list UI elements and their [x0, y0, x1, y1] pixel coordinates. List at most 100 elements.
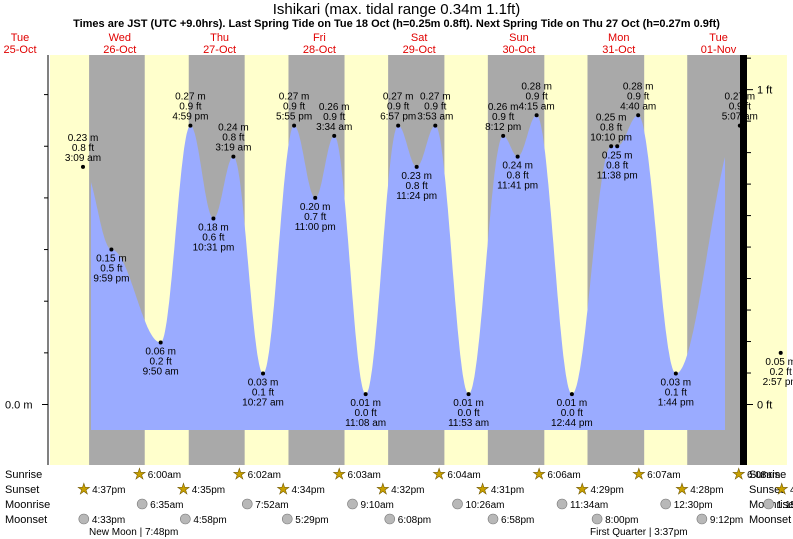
moonset-icon	[487, 513, 499, 525]
tide-area-shape	[91, 115, 725, 431]
day-label-dow: Sat	[411, 32, 428, 44]
sunset-icon: ★	[476, 481, 489, 498]
tide-label: 4:15 am	[519, 101, 555, 112]
tide-point	[332, 133, 337, 138]
sunrise-icon: ★	[432, 466, 445, 483]
tide-label: 0.15 m	[96, 254, 127, 265]
moonset-time: 4:58pm	[193, 515, 226, 526]
tide-label: 0.25 m	[602, 150, 633, 161]
moonrise-icon	[241, 498, 253, 510]
day-label-date: 30-Oct	[502, 44, 535, 56]
sunset-time: 4:28pm	[690, 485, 723, 496]
tide-label: 0.8 ft	[600, 122, 622, 133]
tide-point	[261, 371, 266, 376]
tide-label: 0.9 ft	[323, 112, 345, 123]
tide-label: 6:57 pm	[380, 112, 416, 123]
day-label-dow: Thu	[210, 32, 229, 44]
moonset-row-label-right: Moonset	[749, 514, 791, 526]
tide-label: 3:09 am	[65, 153, 101, 164]
tide-label: 0.8 ft	[606, 160, 628, 171]
tide-label: 0.2 ft	[150, 357, 172, 368]
tide-point	[313, 195, 318, 200]
tide-point	[109, 247, 114, 252]
tide-point	[534, 113, 539, 118]
moonset-icon	[384, 513, 396, 525]
tide-point	[569, 392, 574, 397]
sunrise-icon: ★	[632, 466, 645, 483]
tide-label: 0.01 m	[453, 398, 484, 409]
tide-label: 5:07 am	[722, 112, 758, 123]
tide-label: 0.18 m	[198, 223, 229, 234]
tide-label: 0.28 m	[623, 81, 654, 92]
sunrise-time: 6:06am	[547, 470, 580, 481]
tide-label: 0.2 ft	[770, 367, 792, 378]
tide-point	[501, 133, 506, 138]
tide-point	[80, 164, 85, 169]
moonset-icon	[281, 513, 293, 525]
tide-label: 0.9 ft	[283, 102, 305, 113]
right-axis	[740, 55, 747, 465]
sunrise-time: 6:03am	[348, 470, 381, 481]
tide-point	[609, 144, 614, 149]
sunrise-row-label-right: Sunrise	[749, 469, 786, 481]
sunrise-time: 6:02am	[248, 470, 281, 481]
sunset-icon: ★	[775, 481, 788, 498]
y-tick-label-left: 0.0 m	[5, 400, 33, 412]
tide-label: 11:41 pm	[497, 181, 538, 192]
day-label-date: 29-Oct	[403, 44, 436, 56]
moonrise-icon	[660, 498, 672, 510]
tide-label: 0.26 m	[319, 102, 350, 113]
moonrise-time: 6:35am	[150, 500, 183, 511]
daylight-band	[50, 55, 90, 465]
tide-label: 2:57 pm	[763, 377, 793, 388]
day-label-date: 27-Oct	[203, 44, 236, 56]
sunset-row-label-right: Sunset	[749, 484, 783, 496]
tide-label: 11:08 am	[345, 418, 386, 429]
sunrise-row-label: Sunrise	[5, 469, 42, 481]
chart-subtitle: Times are JST (UTC +9.0hrs). Last Spring…	[73, 18, 720, 30]
day-label-date: 31-Oct	[602, 44, 635, 56]
astronomy-table: Sunrise Sunrise★ 6:00am ★ 6:02am ★ 6:03am ★ 6:04…	[5, 466, 793, 538]
tide-point	[231, 154, 236, 159]
moonset-icon	[180, 513, 191, 525]
tide-point	[414, 164, 419, 169]
tide-label: 0.1 ft	[252, 388, 274, 399]
moonrise-icon	[136, 498, 148, 510]
moonrise-icon	[556, 498, 568, 510]
tide-point	[433, 123, 438, 128]
chart-axes: 0.0 m 0 ft 1 ft	[5, 55, 772, 465]
sunset-time: 4:35pm	[192, 485, 225, 496]
sunset-time: 4:34pm	[291, 485, 324, 496]
moon-phase-label: First Quarter | 3:37pm	[590, 527, 688, 538]
tide-point	[211, 216, 216, 221]
daylight-band	[744, 55, 787, 465]
tide-label: 0.27 m	[279, 92, 310, 103]
moonrise-time: 10:26am	[466, 500, 505, 511]
day-label-dow: Tue	[709, 32, 728, 44]
tide-label: 0.8 ft	[507, 171, 529, 182]
tide-label: 0.24 m	[502, 161, 533, 172]
tide-point	[515, 154, 520, 159]
day-label-date: 01-Nov	[701, 44, 737, 56]
tide-label: 3:34 am	[316, 122, 352, 133]
sunset-icon: ★	[675, 481, 688, 498]
moonset-icon	[78, 513, 90, 525]
sunrise-icon: ★	[333, 466, 346, 483]
moonrise-row-label: Moonrise	[5, 499, 50, 511]
tide-label: 9:50 am	[143, 367, 179, 378]
moonset-time: 5:29pm	[295, 515, 328, 526]
tide-label: 8:12 pm	[485, 122, 521, 133]
tide-label: 3:19 am	[215, 143, 251, 154]
tide-point	[396, 123, 401, 128]
tide-label: 0.9 ft	[387, 102, 409, 113]
tide-label: 11:00 pm	[295, 222, 336, 233]
tide-label: 3:53 am	[417, 112, 453, 123]
day-label-dow: Fri	[313, 32, 326, 44]
moonset-time: 9:12pm	[710, 515, 743, 526]
y-tick-label-right: 1 ft	[757, 85, 772, 97]
tide-label: 0.1 ft	[665, 388, 687, 399]
tide-label: 0.06 m	[145, 347, 176, 358]
tide-label: 0.26 m	[488, 102, 519, 113]
tide-point	[466, 392, 471, 397]
tide-label: 0.9 ft	[729, 102, 751, 113]
